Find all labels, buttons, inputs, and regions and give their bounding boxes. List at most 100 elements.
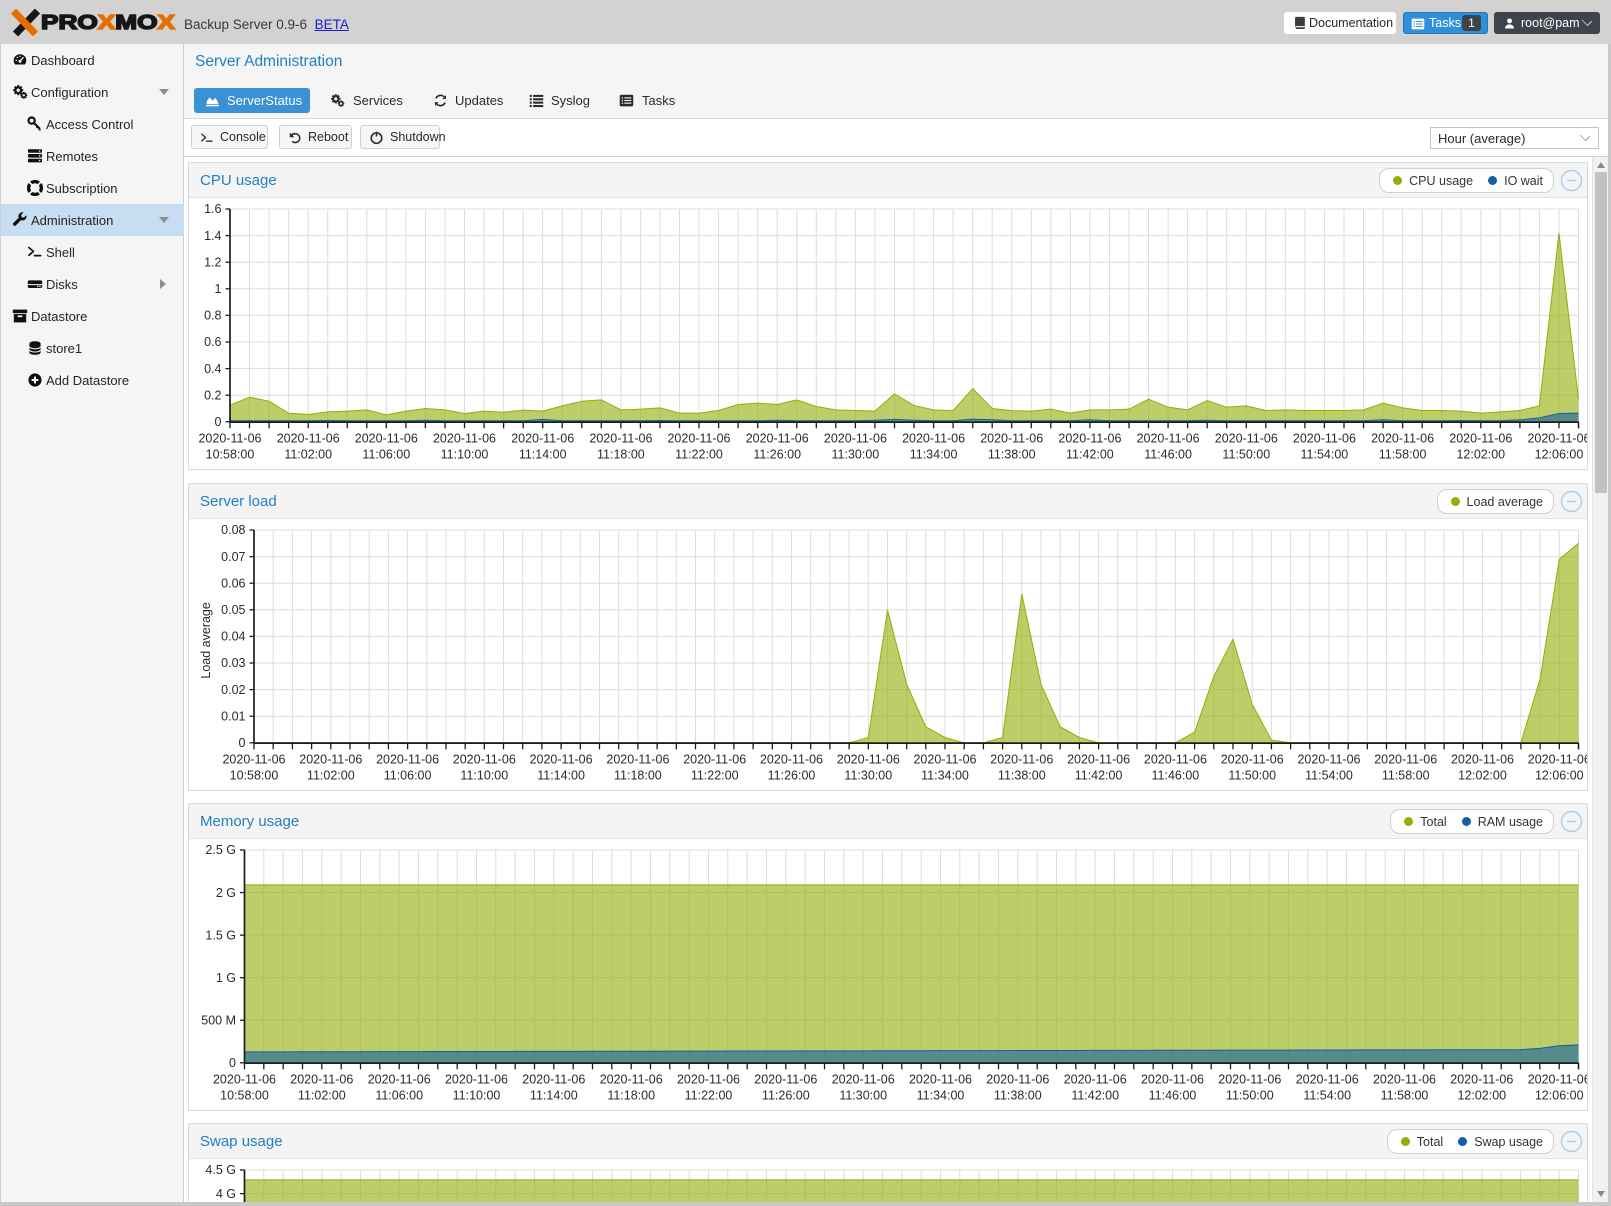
svg-text:2020-11-06: 2020-11-06 — [1296, 1072, 1359, 1086]
svg-text:2020-11-06: 2020-11-06 — [1374, 752, 1437, 766]
svg-text:2020-11-06: 2020-11-06 — [1293, 431, 1356, 445]
svg-text:0.03: 0.03 — [221, 656, 245, 670]
svg-text:11:42:00: 11:42:00 — [1071, 1088, 1119, 1102]
svg-text:11:50:00: 11:50:00 — [1228, 768, 1276, 782]
svg-text:2020-11-06: 2020-11-06 — [1144, 752, 1207, 766]
svg-text:12:02:00: 12:02:00 — [1458, 768, 1507, 782]
svg-text:11:38:00: 11:38:00 — [988, 447, 1036, 461]
svg-text:2020-11-06: 2020-11-06 — [837, 752, 900, 766]
svg-text:0: 0 — [229, 1056, 236, 1070]
svg-text:2020-11-06: 2020-11-06 — [522, 1072, 585, 1086]
svg-text:2020-11-06: 2020-11-06 — [980, 431, 1043, 445]
svg-text:11:58:00: 11:58:00 — [1382, 768, 1430, 782]
svg-text:2020-11-06: 2020-11-06 — [433, 431, 496, 445]
svg-text:4 G: 4 G — [216, 1187, 236, 1201]
svg-text:11:38:00: 11:38:00 — [994, 1088, 1042, 1102]
svg-text:2020-11-06: 2020-11-06 — [1373, 1072, 1436, 1086]
svg-text:11:18:00: 11:18:00 — [614, 768, 662, 782]
svg-text:11:50:00: 11:50:00 — [1226, 1088, 1274, 1102]
svg-text:2020-11-06: 2020-11-06 — [1221, 752, 1284, 766]
svg-text:Load average: Load average — [199, 602, 213, 679]
svg-text:2020-11-06: 2020-11-06 — [746, 431, 809, 445]
svg-text:11:42:00: 11:42:00 — [1075, 768, 1123, 782]
svg-text:11:50:00: 11:50:00 — [1222, 447, 1270, 461]
svg-text:2020-11-06: 2020-11-06 — [913, 752, 976, 766]
svg-text:2020-11-06: 2020-11-06 — [824, 431, 887, 445]
svg-text:11:54:00: 11:54:00 — [1305, 768, 1353, 782]
svg-text:2020-11-06: 2020-11-06 — [1528, 1072, 1587, 1086]
svg-text:0.01: 0.01 — [221, 709, 245, 723]
svg-text:2 G: 2 G — [216, 886, 236, 900]
svg-text:11:18:00: 11:18:00 — [597, 447, 645, 461]
svg-text:11:14:00: 11:14:00 — [519, 447, 567, 461]
svg-text:2020-11-06: 2020-11-06 — [1137, 431, 1200, 445]
svg-text:2020-11-06: 2020-11-06 — [754, 1072, 817, 1086]
svg-text:2020-11-06: 2020-11-06 — [606, 752, 669, 766]
svg-text:2020-11-06: 2020-11-06 — [832, 1072, 895, 1086]
svg-text:0: 0 — [239, 736, 246, 750]
svg-text:2020-11-06: 2020-11-06 — [1297, 752, 1360, 766]
svg-text:12:02:00: 12:02:00 — [1456, 447, 1505, 461]
svg-text:0.6: 0.6 — [204, 335, 221, 349]
svg-text:11:22:00: 11:22:00 — [685, 1088, 733, 1102]
svg-text:2020-11-06: 2020-11-06 — [667, 431, 730, 445]
svg-text:2020-11-06: 2020-11-06 — [1067, 752, 1130, 766]
svg-text:11:22:00: 11:22:00 — [675, 447, 723, 461]
svg-text:2020-11-06: 2020-11-06 — [600, 1072, 663, 1086]
svg-text:11:30:00: 11:30:00 — [839, 1088, 887, 1102]
svg-text:0.05: 0.05 — [221, 603, 245, 617]
svg-text:11:34:00: 11:34:00 — [921, 768, 969, 782]
svg-text:11:30:00: 11:30:00 — [844, 768, 892, 782]
svg-text:11:14:00: 11:14:00 — [530, 1088, 578, 1102]
svg-text:11:18:00: 11:18:00 — [607, 1088, 655, 1102]
svg-text:11:54:00: 11:54:00 — [1303, 1088, 1351, 1102]
svg-text:0: 0 — [215, 415, 222, 429]
svg-text:2020-11-06: 2020-11-06 — [368, 1072, 431, 1086]
svg-text:2020-11-06: 2020-11-06 — [213, 1072, 276, 1086]
svg-text:2020-11-06: 2020-11-06 — [530, 752, 593, 766]
svg-text:12:06:00: 12:06:00 — [1535, 1088, 1584, 1102]
svg-text:2020-11-06: 2020-11-06 — [1371, 431, 1434, 445]
svg-text:2020-11-06: 2020-11-06 — [277, 431, 340, 445]
svg-text:2020-11-06: 2020-11-06 — [1058, 431, 1121, 445]
svg-text:11:58:00: 11:58:00 — [1381, 1088, 1429, 1102]
svg-text:4.5 G: 4.5 G — [205, 1163, 236, 1177]
svg-text:2020-11-06: 2020-11-06 — [1449, 431, 1512, 445]
svg-text:2020-11-06: 2020-11-06 — [222, 752, 285, 766]
svg-text:10:58:00: 10:58:00 — [230, 768, 279, 782]
svg-text:12:02:00: 12:02:00 — [1457, 1088, 1506, 1102]
svg-text:0.8: 0.8 — [204, 309, 221, 323]
svg-text:11:02:00: 11:02:00 — [298, 1088, 346, 1102]
svg-text:0.06: 0.06 — [221, 576, 245, 590]
svg-text:2020-11-06: 2020-11-06 — [902, 431, 965, 445]
svg-text:2020-11-06: 2020-11-06 — [198, 431, 261, 445]
svg-text:2020-11-06: 2020-11-06 — [909, 1072, 972, 1086]
svg-text:2020-11-06: 2020-11-06 — [290, 1072, 353, 1086]
svg-text:11:26:00: 11:26:00 — [762, 1088, 810, 1102]
svg-text:2020-11-06: 2020-11-06 — [986, 1072, 1049, 1086]
svg-text:2020-11-06: 2020-11-06 — [445, 1072, 508, 1086]
svg-text:0.4: 0.4 — [204, 362, 221, 376]
svg-text:2020-11-06: 2020-11-06 — [1528, 752, 1587, 766]
svg-text:11:06:00: 11:06:00 — [375, 1088, 423, 1102]
svg-text:11:14:00: 11:14:00 — [537, 768, 585, 782]
svg-text:11:30:00: 11:30:00 — [832, 447, 880, 461]
svg-text:2020-11-06: 2020-11-06 — [683, 752, 746, 766]
svg-text:11:10:00: 11:10:00 — [441, 447, 489, 461]
svg-text:500 M: 500 M — [201, 1013, 236, 1027]
svg-text:11:46:00: 11:46:00 — [1144, 447, 1192, 461]
svg-text:0.08: 0.08 — [221, 523, 245, 537]
svg-text:2020-11-06: 2020-11-06 — [376, 752, 439, 766]
svg-text:2020-11-06: 2020-11-06 — [677, 1072, 740, 1086]
svg-text:11:02:00: 11:02:00 — [284, 447, 332, 461]
svg-text:11:26:00: 11:26:00 — [753, 447, 801, 461]
svg-text:1.4: 1.4 — [204, 229, 221, 243]
svg-text:11:34:00: 11:34:00 — [910, 447, 958, 461]
svg-text:1.5 G: 1.5 G — [205, 928, 236, 942]
svg-text:1 G: 1 G — [216, 971, 236, 985]
svg-text:11:58:00: 11:58:00 — [1379, 447, 1427, 461]
svg-text:12:06:00: 12:06:00 — [1535, 768, 1584, 782]
svg-text:2020-11-06: 2020-11-06 — [1215, 431, 1278, 445]
svg-text:2020-11-06: 2020-11-06 — [1218, 1072, 1281, 1086]
